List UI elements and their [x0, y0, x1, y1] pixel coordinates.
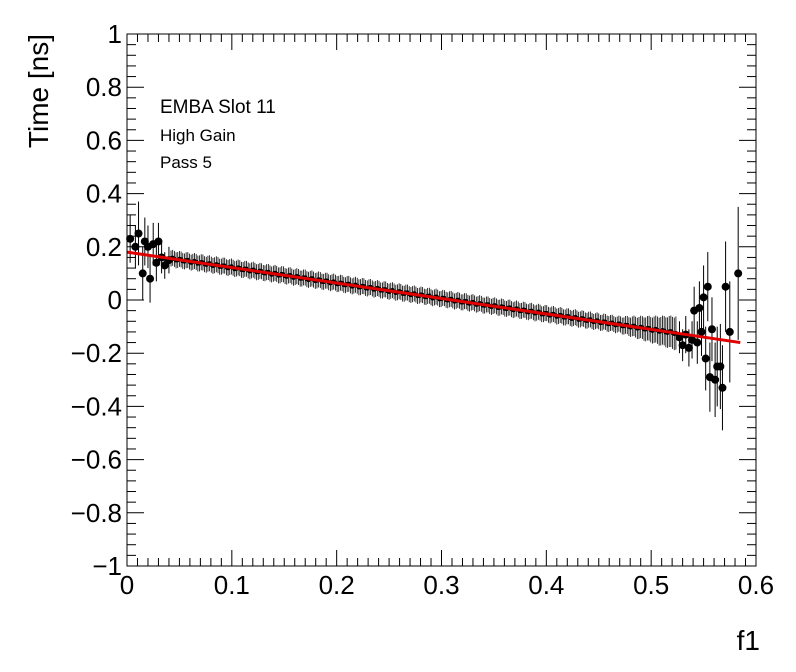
y-tick-label: 1	[108, 19, 122, 49]
data-point	[697, 307, 706, 356]
data-point	[734, 206, 743, 340]
y-tick-label: −0.4	[71, 391, 122, 421]
data-point	[146, 254, 155, 303]
data-point	[126, 214, 135, 263]
annotation-pass: Pass 5	[160, 153, 212, 172]
data-marker	[154, 237, 163, 246]
data-marker	[699, 293, 708, 302]
data-point	[725, 281, 734, 383]
y-tick-label: 0	[108, 285, 122, 315]
x-tick-label: 0.5	[633, 570, 669, 600]
annotation-gain: High Gain	[160, 126, 236, 145]
data-marker	[138, 269, 147, 278]
ticks-layer	[126, 33, 757, 567]
data-layer	[126, 201, 743, 431]
data-marker	[678, 341, 687, 350]
data-marker	[152, 258, 161, 267]
y-tick-label: 0.2	[86, 232, 122, 262]
data-marker	[146, 274, 155, 283]
y-tick-label: −0.2	[71, 338, 122, 368]
x-tick-labels: 0 0.1 0.2 0.3 0.4 0.5 0.6	[120, 570, 774, 600]
y-tick-label: 0.6	[86, 125, 122, 155]
data-marker	[718, 383, 727, 392]
data-marker	[697, 327, 706, 336]
data-marker	[684, 343, 693, 352]
annotation-title: EMBA Slot 11	[160, 97, 276, 118]
data-point	[152, 244, 161, 282]
data-marker	[693, 338, 702, 347]
y-tick-labels: −1 −0.8 −0.6 −0.4 −0.2 0 0.2 0.4 0.6 0.8 1	[71, 19, 122, 581]
y-tick-label: 0.8	[86, 72, 122, 102]
data-marker	[707, 325, 716, 334]
y-tick-label: −0.8	[71, 498, 122, 528]
data-point	[703, 252, 712, 322]
data-marker	[701, 354, 710, 363]
x-tick-label: 0.6	[738, 570, 774, 600]
y-axis-title: Time [ns]	[23, 34, 54, 148]
data-marker	[716, 362, 725, 371]
data-marker	[703, 282, 712, 291]
data-marker	[134, 229, 143, 238]
y-tick-label: −0.6	[71, 445, 122, 475]
x-tick-label: 0	[120, 570, 134, 600]
x-tick-label: 0.4	[528, 570, 564, 600]
x-tick-label: 0.3	[423, 570, 459, 600]
x-tick-label: 0.1	[214, 570, 250, 600]
y-tick-label: −1	[92, 551, 122, 581]
data-point	[718, 345, 727, 431]
data-point	[154, 222, 163, 261]
data-marker	[126, 234, 135, 243]
data-marker	[711, 375, 720, 384]
data-marker	[721, 282, 730, 291]
data-point	[699, 265, 708, 330]
data-marker	[734, 269, 743, 278]
data-marker	[695, 303, 704, 312]
fit-line	[126, 250, 741, 345]
data-point	[693, 321, 702, 364]
y-tick-label: 0.4	[86, 179, 122, 209]
data-marker	[725, 327, 734, 336]
x-axis-title: f1	[737, 625, 760, 656]
data-point	[707, 297, 716, 362]
x-tick-label: 0.2	[319, 570, 355, 600]
data-point	[695, 281, 704, 335]
data-point	[721, 241, 730, 332]
